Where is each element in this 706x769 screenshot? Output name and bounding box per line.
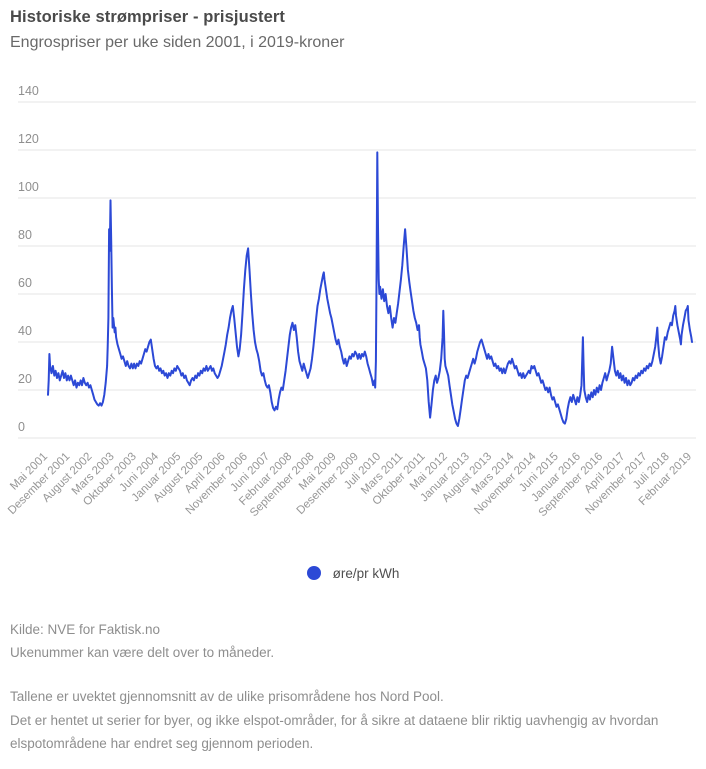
y-tick-label-0: 0: [18, 420, 25, 434]
method-note-line-1: Tallene er uvektet gjennomsnitt av de ul…: [10, 689, 444, 704]
price-line-chart: 0 20 40 60 80 100 120 140 Mai 2001 Desember 2001 A…: [0, 84, 706, 545]
source-note: Kilde: NVE for Faktisk.no: [10, 622, 161, 637]
legend-label: øre/pr kWh: [332, 565, 400, 581]
y-tick-label-120: 120: [18, 132, 39, 146]
page-subtitle: Engrospriser per uke siden 2001, i 2019-…: [10, 34, 345, 51]
y-tick-label-100: 100: [18, 180, 39, 194]
y-tick-label-20: 20: [18, 372, 32, 386]
legend-dot-icon: [306, 566, 321, 580]
legend: øre/pr kWh: [0, 562, 706, 584]
week-note: Ukenummer kan være delt over to måneder.: [10, 645, 275, 660]
method-note-line-2: Det er hentet ut serier for byer, og ikk…: [10, 713, 659, 751]
page-title: Historiske strømpriser - prisjustert: [10, 8, 286, 26]
method-note: Tallene er uvektet gjennomsnitt av de ul…: [10, 685, 700, 756]
y-tick-label-140: 140: [18, 85, 39, 98]
y-tick-label-40: 40: [18, 324, 32, 338]
y-tick-label-60: 60: [18, 276, 32, 290]
y-tick-label-80: 80: [18, 228, 32, 242]
price-series-line: [47, 151, 693, 427]
